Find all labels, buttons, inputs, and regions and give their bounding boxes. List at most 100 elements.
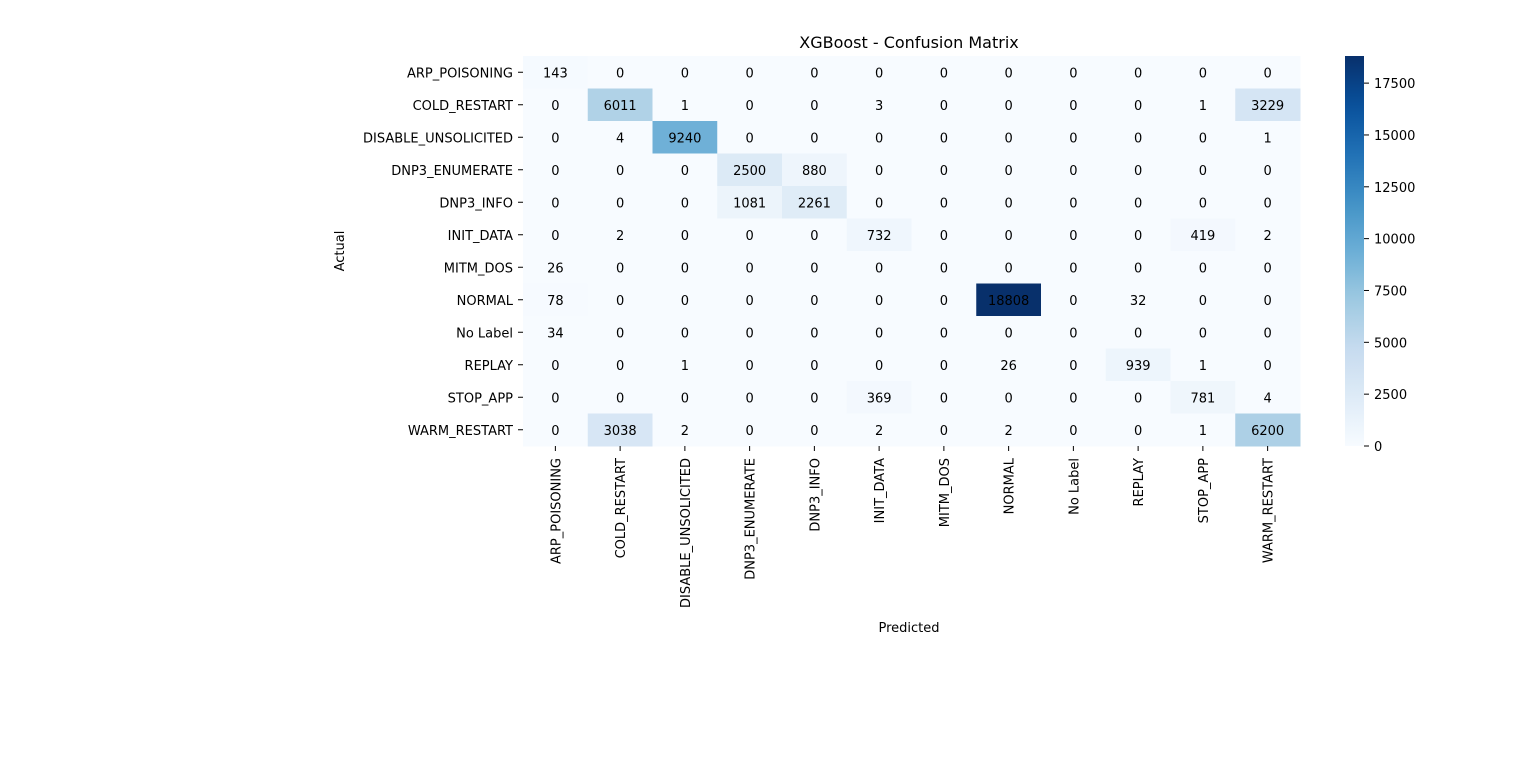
- cell-value-r2-c11: 1: [1263, 131, 1271, 146]
- heatmap-cell-r6-c5: [846, 251, 912, 284]
- cell-value-r1-c5: 3: [875, 99, 883, 114]
- heatmap-cell-r2-c11: [1235, 121, 1301, 154]
- cell-value-r4-c11: 0: [1263, 196, 1271, 211]
- cell-value-r3-c2: 0: [681, 164, 689, 179]
- heatmap-cell-r5-c10: [1170, 218, 1236, 252]
- cell-value-r8-c2: 0: [681, 326, 689, 341]
- cell-value-r5-c3: 0: [745, 229, 753, 244]
- heatmap-cell-r11-c2: [652, 413, 718, 447]
- heatmap-cell-r3-c11: [1235, 153, 1301, 187]
- heatmap-cell-r9-c8: [1041, 348, 1107, 382]
- heatmap-cell-r0-c5: [846, 56, 912, 89]
- cell-value-r5-c10: 419: [1190, 229, 1215, 244]
- heatmap-cell-r0-c8: [1041, 56, 1107, 89]
- heatmap-cell-r6-c6: [911, 251, 977, 284]
- cell-value-r6-c5: 0: [875, 261, 883, 276]
- cell-value-r2-c2: 9240: [668, 131, 701, 146]
- heatmap-cell-r9-c0: [523, 348, 589, 382]
- cell-value-r5-c5: 732: [867, 229, 892, 244]
- cell-value-r3-c1: 0: [616, 164, 624, 179]
- heatmap-cell-r3-c7: [976, 153, 1042, 187]
- colorbar-tick-label-15000: 15000: [1374, 129, 1415, 144]
- cell-value-r1-c1: 6011: [604, 99, 637, 114]
- heatmap-cell-r7-c6: [911, 283, 977, 317]
- cell-value-r8-c10: 0: [1199, 326, 1207, 341]
- heatmap-cell-r8-c8: [1041, 316, 1107, 349]
- cell-value-r2-c4: 0: [810, 131, 818, 146]
- cell-value-r0-c9: 0: [1134, 66, 1142, 81]
- cell-value-r5-c6: 0: [940, 229, 948, 244]
- heatmap-cell-r1-c3: [717, 88, 783, 122]
- cell-value-r10-c3: 0: [745, 391, 753, 406]
- heatmap-cell-r11-c1: [587, 413, 653, 447]
- heatmap-cell-r9-c5: [846, 348, 912, 382]
- cell-value-r2-c1: 4: [616, 131, 624, 146]
- heatmap-cell-r0-c4: [782, 56, 848, 89]
- cell-value-r4-c0: 0: [551, 196, 559, 211]
- heatmap-cell-r1-c2: [652, 88, 718, 122]
- heatmap-cell-r1-c6: [911, 88, 977, 122]
- heatmap-cell-r1-c11: [1235, 88, 1301, 122]
- x-tick-label-mitm-dos: MITM_DOS: [938, 458, 953, 527]
- cell-value-r6-c6: 0: [940, 261, 948, 276]
- heatmap-cell-r2-c8: [1041, 121, 1107, 154]
- heatmap-cell-r10-c9: [1105, 381, 1171, 414]
- heatmap-cell-r7-c8: [1041, 283, 1107, 317]
- cell-value-r11-c0: 0: [551, 424, 559, 439]
- cell-value-r6-c2: 0: [681, 261, 689, 276]
- cell-value-r1-c9: 0: [1134, 99, 1142, 114]
- cell-value-r3-c4: 880: [802, 164, 827, 179]
- cell-value-r4-c6: 0: [940, 196, 948, 211]
- cell-value-r9-c11: 0: [1263, 359, 1271, 374]
- heatmap-cell-r11-c4: [782, 413, 848, 447]
- colorbar-tick-label-17500: 17500: [1374, 77, 1415, 92]
- colorbar-tick-label-0: 0: [1374, 440, 1382, 455]
- heatmap-cell-r11-c10: [1170, 413, 1236, 447]
- cell-value-r9-c1: 0: [616, 359, 624, 374]
- heatmap-cell-r3-c6: [911, 153, 977, 187]
- cell-value-r9-c8: 0: [1069, 359, 1077, 374]
- y-tick-label-mitm-dos: MITM_DOS: [444, 261, 513, 276]
- heatmap-cell-r4-c4: [782, 186, 848, 219]
- cell-value-r9-c0: 0: [551, 359, 559, 374]
- heatmap-cell-r0-c11: [1235, 56, 1301, 89]
- cell-value-r1-c3: 0: [745, 99, 753, 114]
- cell-value-r0-c5: 0: [875, 66, 883, 81]
- heatmap-cell-r4-c7: [976, 186, 1042, 219]
- cell-value-r2-c10: 0: [1199, 131, 1207, 146]
- heatmap-cell-r7-c2: [652, 283, 718, 317]
- heatmap-cell-r1-c5: [846, 88, 912, 122]
- cell-value-r11-c4: 0: [810, 424, 818, 439]
- heatmap-cell-r9-c7: [976, 348, 1042, 382]
- x-axis-label: Predicted: [878, 621, 939, 636]
- cell-value-r7-c8: 0: [1069, 294, 1077, 309]
- heatmap-cell-r6-c10: [1170, 251, 1236, 284]
- cell-value-r8-c0: 34: [547, 326, 564, 341]
- heatmap-cell-r10-c3: [717, 381, 783, 414]
- cell-value-r0-c3: 0: [745, 66, 753, 81]
- heatmap-cell-r9-c3: [717, 348, 783, 382]
- cell-value-r0-c4: 0: [810, 66, 818, 81]
- heatmap-cell-r6-c7: [976, 251, 1042, 284]
- cell-value-r8-c3: 0: [745, 326, 753, 341]
- heatmap-cell-r4-c3: [717, 186, 783, 219]
- heatmap-cell-r6-c11: [1235, 251, 1301, 284]
- x-tick-label-replay: REPLAY: [1132, 458, 1147, 507]
- cell-value-r2-c9: 0: [1134, 131, 1142, 146]
- heatmap-cell-r7-c10: [1170, 283, 1236, 317]
- cell-value-r10-c8: 0: [1069, 391, 1077, 406]
- cell-value-r9-c2: 1: [681, 359, 689, 374]
- x-tick-label-dnp3-enumerate: DNP3_ENUMERATE: [744, 458, 759, 580]
- cell-value-r5-c2: 0: [681, 229, 689, 244]
- cell-value-r8-c8: 0: [1069, 326, 1077, 341]
- colorbar-tick-label-7500: 7500: [1374, 284, 1407, 299]
- heatmap-cell-r11-c5: [846, 413, 912, 447]
- cell-value-r7-c7: 18808: [988, 294, 1029, 309]
- heatmap-cell-r2-c10: [1170, 121, 1236, 154]
- heatmap-cell-r0-c10: [1170, 56, 1236, 89]
- cell-value-r0-c11: 0: [1263, 66, 1271, 81]
- cell-value-r0-c0: 143: [543, 66, 568, 81]
- cell-value-r4-c4: 2261: [798, 196, 831, 211]
- cell-value-r4-c10: 0: [1199, 196, 1207, 211]
